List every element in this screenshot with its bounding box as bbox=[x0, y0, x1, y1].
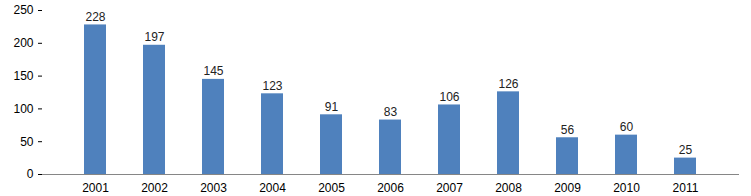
svg-text:2003: 2003 bbox=[200, 181, 227, 195]
svg-text:250: 250 bbox=[13, 3, 33, 17]
svg-text:150: 150 bbox=[13, 69, 33, 83]
svg-text:83: 83 bbox=[384, 105, 398, 119]
svg-text:228: 228 bbox=[85, 10, 105, 24]
svg-text:2008: 2008 bbox=[495, 181, 522, 195]
svg-text:2001: 2001 bbox=[82, 181, 109, 195]
svg-text:2004: 2004 bbox=[259, 181, 286, 195]
svg-text:2007: 2007 bbox=[436, 181, 463, 195]
svg-text:2006: 2006 bbox=[377, 181, 404, 195]
svg-text:2005: 2005 bbox=[318, 181, 345, 195]
svg-text:91: 91 bbox=[325, 100, 339, 114]
svg-text:25: 25 bbox=[679, 143, 693, 157]
svg-text:0: 0 bbox=[27, 167, 34, 181]
svg-text:100: 100 bbox=[13, 102, 33, 116]
svg-text:200: 200 bbox=[13, 36, 33, 50]
svg-text:2010: 2010 bbox=[613, 181, 640, 195]
svg-text:2002: 2002 bbox=[141, 181, 168, 195]
svg-text:60: 60 bbox=[620, 120, 634, 134]
svg-text:145: 145 bbox=[203, 64, 223, 78]
svg-text:197: 197 bbox=[144, 30, 164, 44]
svg-text:50: 50 bbox=[20, 135, 34, 149]
svg-text:2009: 2009 bbox=[554, 181, 581, 195]
svg-text:123: 123 bbox=[262, 79, 282, 93]
svg-text:56: 56 bbox=[561, 123, 575, 137]
svg-text:126: 126 bbox=[498, 77, 518, 91]
svg-text:2011: 2011 bbox=[673, 181, 699, 195]
svg-text:106: 106 bbox=[439, 90, 459, 104]
